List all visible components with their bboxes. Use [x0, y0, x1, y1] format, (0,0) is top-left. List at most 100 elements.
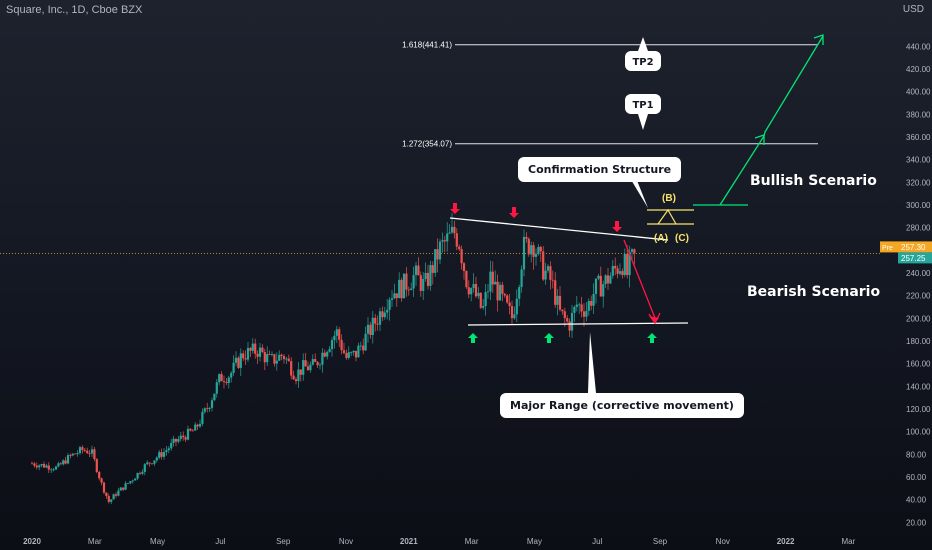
candle-body — [542, 251, 545, 280]
pre-tag — [880, 241, 898, 253]
candle-body — [604, 275, 607, 285]
candle-body — [455, 233, 458, 247]
candle-body — [54, 466, 58, 470]
candle-body — [556, 295, 559, 305]
candle-body — [573, 306, 576, 313]
support-line — [467, 322, 689, 326]
candle-body — [33, 463, 36, 466]
candle-body — [566, 318, 569, 322]
candle-body — [112, 494, 115, 500]
candle-body — [419, 275, 422, 291]
candle-body — [218, 374, 221, 383]
candle-body — [294, 379, 298, 382]
y-tick-label: 420.00 — [906, 65, 931, 74]
candle-body — [220, 374, 223, 382]
candle-body — [580, 304, 583, 312]
bullish-arrow-head-2 — [813, 34, 824, 45]
confirmation-callout: Confirmation Structure — [518, 157, 682, 182]
candle-body — [438, 241, 442, 260]
candle-body — [143, 464, 146, 472]
candle-body — [590, 300, 593, 306]
candle-body — [350, 352, 353, 354]
candle-body — [489, 271, 492, 292]
candle-body — [38, 465, 41, 468]
y-tick-label: 320.00 — [906, 178, 931, 187]
candle-body — [230, 372, 233, 378]
candle-body — [359, 345, 362, 347]
candle-body — [124, 483, 127, 490]
candle-body — [102, 482, 106, 493]
candle-body — [407, 289, 410, 291]
x-tick-label: May — [150, 537, 165, 546]
down-arrow — [612, 221, 622, 232]
x-tick-label: Nov — [339, 537, 353, 546]
candle-body — [628, 251, 631, 276]
candle-body — [532, 245, 535, 257]
candle-body — [462, 263, 466, 272]
candle-body — [422, 278, 425, 291]
candle-body — [400, 279, 403, 299]
candle-body — [616, 268, 619, 274]
candle-body — [244, 358, 247, 360]
candle-body — [270, 354, 274, 356]
y-tick-label: 240.00 — [906, 269, 931, 278]
up-arrow — [468, 333, 478, 343]
bearish-arrow-chevron — [648, 312, 661, 325]
candle-body — [110, 499, 113, 502]
candle-body — [64, 460, 67, 464]
candle-body — [290, 361, 293, 376]
candle-body — [630, 249, 634, 252]
y-tick-label: 440.00 — [906, 42, 931, 51]
candle-body — [498, 284, 502, 301]
confirmation-callout-tail — [630, 178, 648, 208]
candle-body — [395, 293, 398, 299]
tp-callout: TP2 — [625, 37, 661, 71]
candle-body — [239, 353, 242, 368]
candle-body — [602, 284, 605, 297]
candle-body — [76, 453, 79, 455]
y-tick-label: 300.00 — [906, 201, 931, 210]
candle-body — [136, 472, 139, 479]
candle-body — [434, 249, 437, 273]
candle-body — [62, 460, 65, 465]
candle-body — [148, 462, 151, 464]
candle-body — [525, 236, 528, 239]
candle-body — [246, 347, 250, 360]
y-tick-label: 60.00 — [906, 473, 927, 482]
candle-body — [282, 356, 286, 360]
candle-body — [309, 364, 312, 371]
candle-body — [201, 411, 204, 424]
candle-body — [50, 469, 53, 471]
candle-body — [280, 354, 283, 357]
bearish-arrow-line — [623, 239, 656, 319]
candle-body — [465, 271, 468, 288]
candle-body — [510, 306, 514, 319]
candle-body — [592, 293, 595, 306]
candle-body — [599, 275, 602, 297]
fib-level-label: 1.618(441.41) — [402, 41, 452, 50]
wave-label-b: (B) — [662, 193, 676, 204]
candle-body — [150, 463, 154, 465]
candle-body — [326, 351, 329, 357]
candle-body — [198, 423, 202, 427]
candle-body — [460, 249, 463, 264]
candle-body — [458, 246, 461, 250]
candle-body — [328, 349, 331, 352]
candle-body — [263, 352, 266, 363]
candle-body — [318, 364, 322, 366]
candle-body — [155, 457, 158, 461]
candle-body — [323, 352, 326, 357]
candle-body — [491, 271, 494, 285]
candle-body — [86, 450, 89, 454]
candle-body — [621, 271, 624, 275]
candle-body — [74, 453, 77, 455]
candle-body — [285, 358, 288, 360]
candle-body — [90, 449, 94, 454]
candle-body — [520, 269, 523, 288]
candle-body — [515, 298, 518, 315]
candle-body — [249, 347, 252, 351]
y-tick-label: 140.00 — [906, 382, 931, 391]
candle-body — [412, 275, 415, 289]
y-tick-label: 180.00 — [906, 337, 931, 346]
